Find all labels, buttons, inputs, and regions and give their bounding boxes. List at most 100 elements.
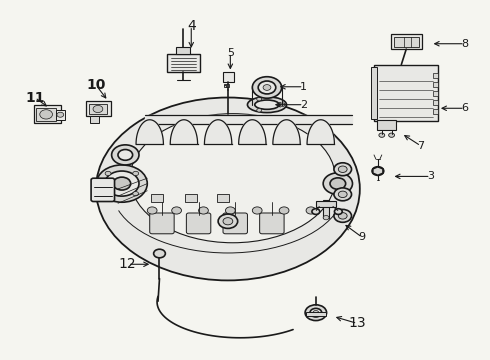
Circle shape xyxy=(330,178,345,189)
Polygon shape xyxy=(136,120,163,144)
Ellipse shape xyxy=(96,98,360,280)
Circle shape xyxy=(57,112,64,117)
Circle shape xyxy=(105,171,111,176)
Text: 2: 2 xyxy=(300,100,307,110)
Text: 3: 3 xyxy=(427,171,434,181)
Polygon shape xyxy=(239,120,266,144)
Text: 13: 13 xyxy=(348,316,366,330)
Circle shape xyxy=(105,171,139,196)
Bar xyxy=(185,194,197,202)
Circle shape xyxy=(133,192,139,196)
Circle shape xyxy=(93,105,103,113)
Circle shape xyxy=(375,169,381,173)
Bar xyxy=(86,101,111,116)
Circle shape xyxy=(113,177,131,190)
Ellipse shape xyxy=(255,100,279,109)
Polygon shape xyxy=(373,167,383,175)
Circle shape xyxy=(105,192,111,196)
Bar xyxy=(374,65,438,121)
Circle shape xyxy=(147,207,157,214)
Bar xyxy=(433,91,438,96)
Bar xyxy=(394,37,419,47)
Circle shape xyxy=(389,133,394,137)
Bar xyxy=(167,54,200,72)
Circle shape xyxy=(225,207,235,214)
Text: 8: 8 xyxy=(461,39,468,49)
Bar xyxy=(433,73,438,78)
Bar xyxy=(89,104,107,114)
Circle shape xyxy=(334,188,351,201)
Circle shape xyxy=(133,171,139,176)
Circle shape xyxy=(312,209,320,215)
Polygon shape xyxy=(273,120,300,144)
Circle shape xyxy=(323,173,352,194)
Polygon shape xyxy=(307,120,334,144)
Circle shape xyxy=(218,214,238,228)
Circle shape xyxy=(257,97,262,101)
Circle shape xyxy=(313,311,319,315)
Text: 4: 4 xyxy=(187,19,196,33)
Circle shape xyxy=(372,167,384,175)
FancyBboxPatch shape xyxy=(91,178,115,202)
Bar xyxy=(433,100,438,105)
Circle shape xyxy=(338,166,347,172)
Circle shape xyxy=(334,163,351,176)
Bar xyxy=(151,194,163,202)
Circle shape xyxy=(257,108,262,112)
Bar xyxy=(323,201,329,218)
Circle shape xyxy=(334,210,351,222)
Circle shape xyxy=(198,207,208,214)
FancyBboxPatch shape xyxy=(150,213,174,234)
Bar xyxy=(306,312,326,316)
Circle shape xyxy=(252,77,282,98)
Circle shape xyxy=(305,305,327,320)
Circle shape xyxy=(338,213,347,219)
Bar xyxy=(391,34,422,49)
Polygon shape xyxy=(204,120,232,144)
Text: 10: 10 xyxy=(86,78,106,92)
Bar xyxy=(371,67,377,119)
Circle shape xyxy=(279,207,289,214)
Circle shape xyxy=(252,207,262,214)
Circle shape xyxy=(323,216,329,220)
Bar xyxy=(217,194,229,202)
Bar xyxy=(377,120,396,130)
Circle shape xyxy=(118,149,133,160)
Text: 12: 12 xyxy=(119,257,137,271)
Text: 1: 1 xyxy=(300,82,307,92)
Bar xyxy=(433,109,438,114)
Polygon shape xyxy=(170,120,197,144)
FancyBboxPatch shape xyxy=(186,213,211,234)
Circle shape xyxy=(280,103,285,107)
FancyBboxPatch shape xyxy=(223,213,247,234)
Ellipse shape xyxy=(247,97,287,113)
Circle shape xyxy=(310,309,322,317)
Text: 6: 6 xyxy=(462,103,468,113)
Circle shape xyxy=(97,165,147,202)
Text: 5: 5 xyxy=(227,48,234,58)
Circle shape xyxy=(154,249,165,258)
Circle shape xyxy=(258,81,276,94)
Circle shape xyxy=(334,209,342,215)
FancyBboxPatch shape xyxy=(260,213,284,234)
Text: 11: 11 xyxy=(25,90,45,104)
Text: 9: 9 xyxy=(359,232,366,242)
Bar xyxy=(223,72,234,82)
Circle shape xyxy=(263,85,271,90)
Circle shape xyxy=(40,110,52,119)
Circle shape xyxy=(306,207,316,214)
Circle shape xyxy=(172,207,181,214)
Circle shape xyxy=(338,191,347,198)
Bar xyxy=(317,201,336,207)
Bar xyxy=(36,108,56,121)
Bar xyxy=(433,82,438,87)
Bar xyxy=(175,47,190,54)
Ellipse shape xyxy=(130,114,335,243)
Bar xyxy=(34,105,61,123)
Bar xyxy=(90,116,99,123)
Bar xyxy=(56,110,65,120)
Text: 7: 7 xyxy=(417,141,424,151)
Circle shape xyxy=(379,133,385,137)
Circle shape xyxy=(223,218,233,225)
Circle shape xyxy=(112,145,139,165)
